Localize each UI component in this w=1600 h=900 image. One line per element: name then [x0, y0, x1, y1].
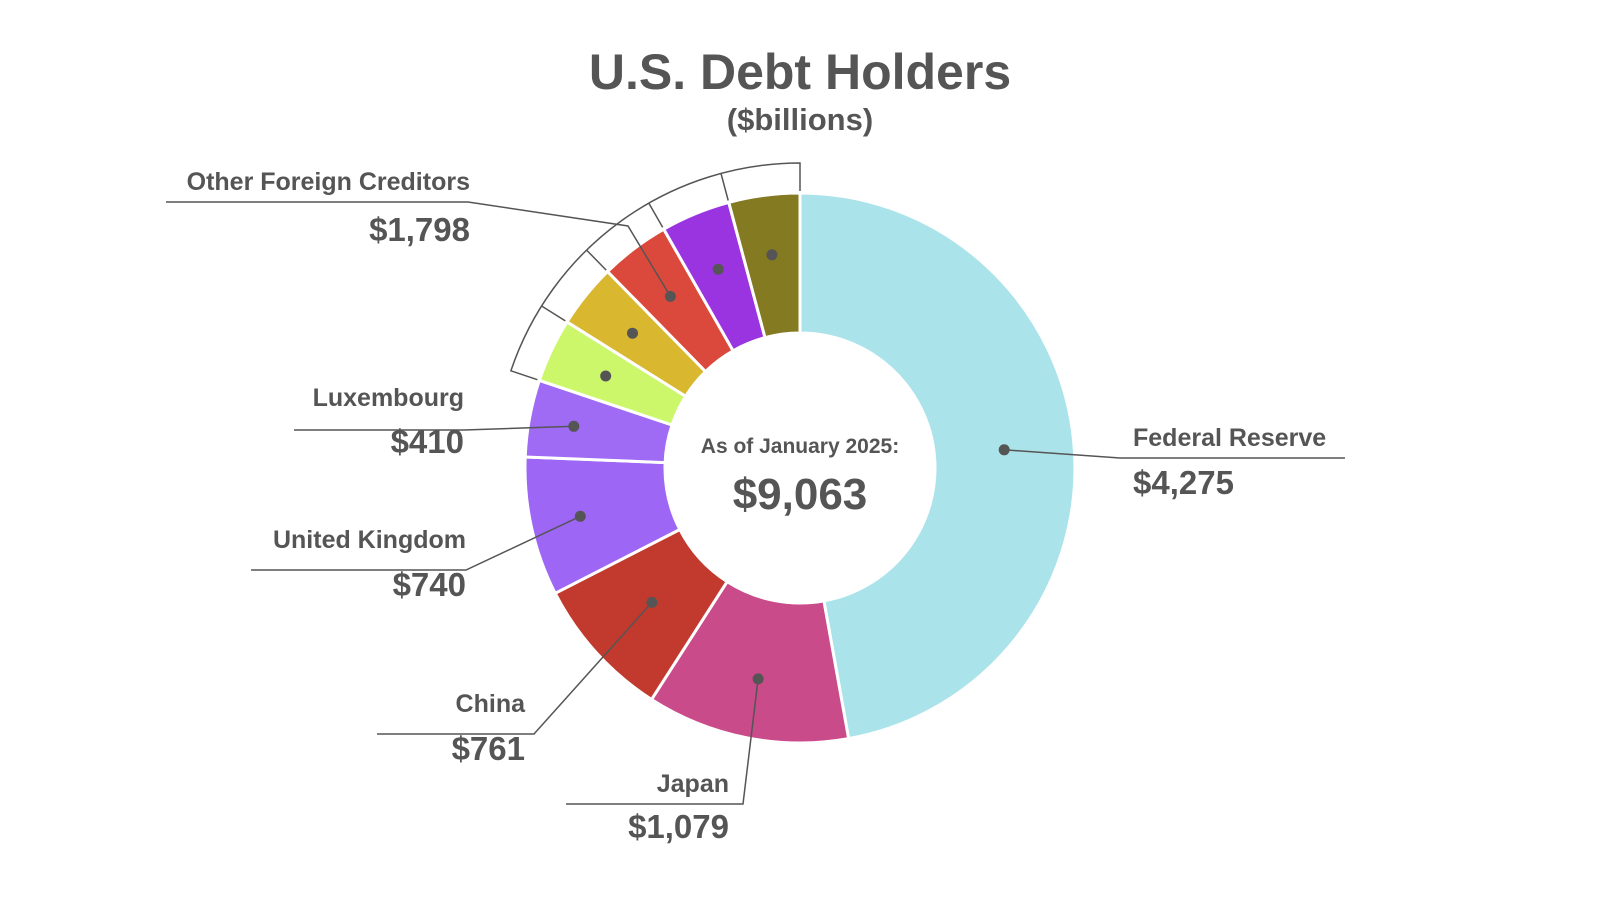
value-luxembourg: $410: [391, 423, 464, 460]
leader-dot-united-kingdom: [574, 510, 586, 522]
leader-line-china: [377, 601, 653, 735]
chart-subtitle: ($billions): [727, 102, 873, 137]
center-caption: As of January 2025:: [701, 435, 899, 458]
chart-title: U.S. Debt Holders: [589, 44, 1011, 100]
leader-line-united-kingdom: [251, 515, 581, 571]
leader-dot-japan: [752, 673, 764, 685]
leader-line-federal-reserve: [1004, 449, 1345, 459]
leader-dot-other-2: [627, 327, 638, 339]
label-japan: Japan: [657, 770, 729, 798]
label-china: China: [456, 690, 527, 718]
slice-federal-reserve: [798, 191, 1077, 741]
leader-dot-luxembourg: [568, 420, 580, 432]
leader-dot-other-5: [766, 249, 778, 261]
leader-line-other-foreign-creditors: [166, 201, 672, 297]
slice-other-5: [726, 191, 802, 340]
label-other-foreign-creditors: Other Foreign Creditors: [187, 168, 470, 196]
value-united-kingdom: $740: [393, 566, 466, 603]
group-bracket-divider: [541, 305, 566, 322]
group-bracket-divider: [648, 202, 664, 228]
leaders-layer: [166, 162, 1345, 805]
group-bracket-divider: [586, 249, 607, 271]
labels-layer: Federal Reserve $4,275 Japan $1,079 China $76…: [187, 168, 1327, 845]
center-total: $9,063: [733, 470, 868, 519]
value-federal-reserve: $4,275: [1133, 464, 1234, 501]
group-bracket-other-foreign-creditors: [509, 162, 801, 381]
value-china: $761: [452, 730, 525, 767]
label-federal-reserve: Federal Reserve: [1133, 424, 1326, 452]
leader-dot-other-1: [600, 370, 612, 382]
label-united-kingdom: United Kingdom: [273, 526, 466, 554]
label-luxembourg: Luxembourg: [313, 384, 464, 412]
leader-dot-china: [646, 596, 658, 608]
value-japan: $1,079: [628, 808, 729, 845]
leader-line-luxembourg: [294, 425, 574, 431]
leader-line-japan: [566, 678, 759, 805]
group-bracket-divider: [720, 173, 729, 201]
leader-dot-federal-reserve: [998, 444, 1010, 456]
leader-dot-other-4: [712, 263, 724, 275]
slices-layer: [523, 191, 1077, 745]
value-other-foreign-creditors: $1,798: [369, 211, 470, 248]
